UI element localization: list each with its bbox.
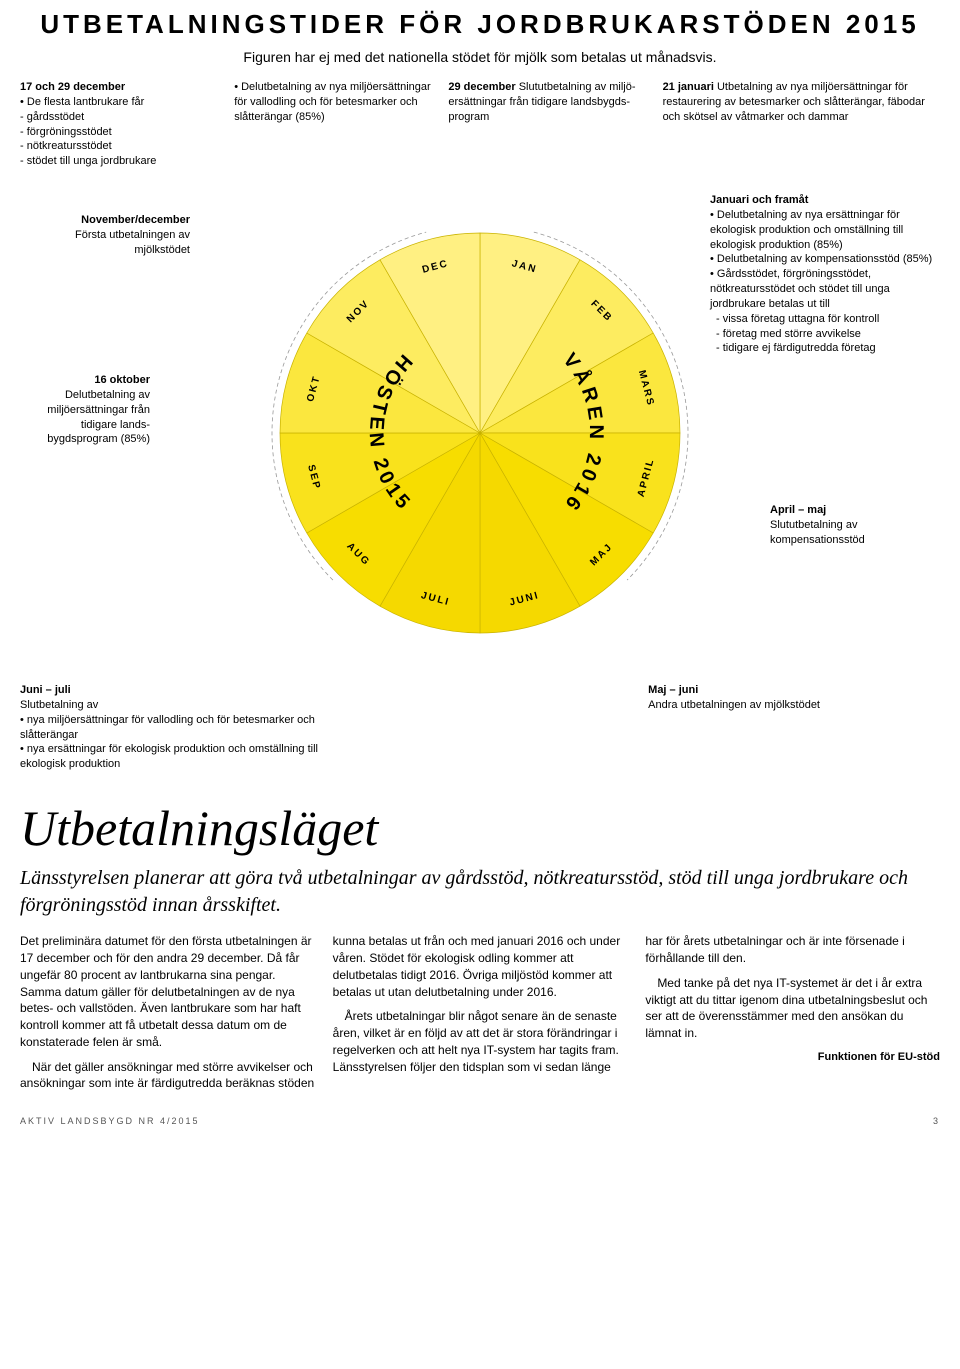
list-item: vissa företag uttagna för kontroll bbox=[716, 312, 940, 327]
infographic-region: November/december Första utbetalningen a… bbox=[20, 173, 940, 693]
page-subtitle: Figuren har ej med det nationella stödet… bbox=[20, 48, 940, 66]
callout-title: November/december bbox=[20, 213, 190, 228]
article: Utbetalningsläget Länsstyrelsen planerar… bbox=[20, 796, 940, 1092]
footer-left: AKTIV LANDSBYGD NR 4/2015 bbox=[20, 1116, 200, 1128]
top-col-4: 21 januari Utbetalning av nya miljöersät… bbox=[663, 80, 940, 125]
article-paragraph: Med tanke på det nya IT-systemet är det … bbox=[645, 975, 940, 1042]
list-item: Gårdsstödet, förgröningsstödet, nötkreat… bbox=[710, 267, 940, 312]
callout-apr-may: April – maj Slututbetalning av kompensat… bbox=[770, 503, 940, 548]
list-item: nötkreatursstödet bbox=[20, 139, 218, 154]
list-item: stödet till unga jordbrukare bbox=[20, 154, 218, 169]
callout-oct16: 16 oktober Delutbetalning av miljöersätt… bbox=[20, 373, 150, 447]
callout-list: Delutbetalning av nya ersättningar för e… bbox=[710, 208, 940, 312]
callout-list: nya miljöersättningar för vallodling och… bbox=[20, 713, 340, 772]
list-item: nya miljöersättningar för vallodling och… bbox=[20, 713, 340, 743]
top-col-2: Delutbetalning av nya miljöersättningar … bbox=[234, 80, 432, 125]
list-item: gårdsstödet bbox=[20, 110, 218, 125]
callout-body: Slututbetalning av kompensationsstöd bbox=[770, 519, 865, 546]
article-paragraph: Det preliminära datumet för den första u… bbox=[20, 933, 315, 1051]
list-item: tidigare ej färdigutredda företag bbox=[716, 341, 940, 356]
callout-title: Januari och framåt bbox=[710, 193, 940, 208]
callout-sublist: vissa företag uttagna för kontroll föret… bbox=[710, 312, 940, 357]
top-col-1-list: gårdsstödet förgröningsstödet nötkreatur… bbox=[20, 110, 218, 169]
top-col-1: 17 och 29 december • De flesta lantbruka… bbox=[20, 80, 218, 169]
callout-intro: Slutbetalning av bbox=[20, 699, 98, 711]
pie-svg: JANFEBMARSAPRILMAJJUNIJULIAUGSEPOKTNOVDE… bbox=[270, 223, 690, 643]
page-title: UTBETALNINGSTIDER FÖR JORDBRUKARSTÖDEN 2… bbox=[20, 8, 940, 42]
callout-nov-dec: November/december Första utbetalningen a… bbox=[20, 213, 190, 258]
list-item: Delutbetalning av kompensationsstöd (85%… bbox=[710, 252, 940, 267]
top-col-1-intro: De flesta lantbrukare får bbox=[27, 96, 144, 108]
top-col-4-title: 21 januari bbox=[663, 81, 714, 93]
footer-page-number: 3 bbox=[933, 1116, 940, 1128]
bottom-annotations: Juni – juli Slutbetalning av nya miljöer… bbox=[20, 683, 940, 772]
article-signoff: Funktionen för EU-stöd bbox=[645, 1050, 940, 1065]
callout-title: April – maj bbox=[770, 503, 940, 518]
list-item: företag med större avvikelse bbox=[716, 327, 940, 342]
list-item: förgröningsstödet bbox=[20, 125, 218, 140]
page-footer: AKTIV LANDSBYGD NR 4/2015 3 bbox=[20, 1116, 940, 1128]
list-item: Delutbetalning av nya ersättningar för e… bbox=[710, 208, 940, 253]
top-col-2-list: Delutbetalning av nya miljöersättningar … bbox=[234, 80, 432, 125]
callout-jun-jul: Juni – juli Slutbetalning av nya miljöer… bbox=[20, 683, 340, 772]
callout-body: Delutbetalning av miljöersättningar från… bbox=[47, 389, 150, 446]
article-lead: Länsstyrelsen planerar att göra två utbe… bbox=[20, 865, 940, 919]
pie-chart: JANFEBMARSAPRILMAJJUNIJULIAUGSEPOKTNOVDE… bbox=[270, 223, 690, 643]
article-title: Utbetalningsläget bbox=[20, 796, 940, 861]
article-body: Det preliminära datumet för den första u… bbox=[20, 933, 940, 1092]
callout-may-jun: Maj – juni Andra utbetalningen av mjölks… bbox=[648, 683, 820, 772]
list-item: nya ersättningar för ekologisk produktio… bbox=[20, 742, 340, 772]
top-annotations-row: 17 och 29 december • De flesta lantbruka… bbox=[20, 80, 940, 169]
top-col-3-title: 29 december bbox=[448, 81, 515, 93]
callout-body: Första utbetalningen av mjölkstödet bbox=[75, 229, 190, 256]
top-col-3: 29 december Slututbetalning av miljö­ers… bbox=[448, 80, 646, 125]
callout-jan-fwd: Januari och framåt Delutbetalning av nya… bbox=[710, 193, 940, 356]
top-col-1-title: 17 och 29 december bbox=[20, 81, 125, 93]
callout-body: Andra utbetalningen av mjölkstödet bbox=[648, 699, 820, 711]
callout-title: 16 oktober bbox=[20, 373, 150, 388]
list-item: Delutbetalning av nya miljöersättningar … bbox=[234, 80, 432, 125]
